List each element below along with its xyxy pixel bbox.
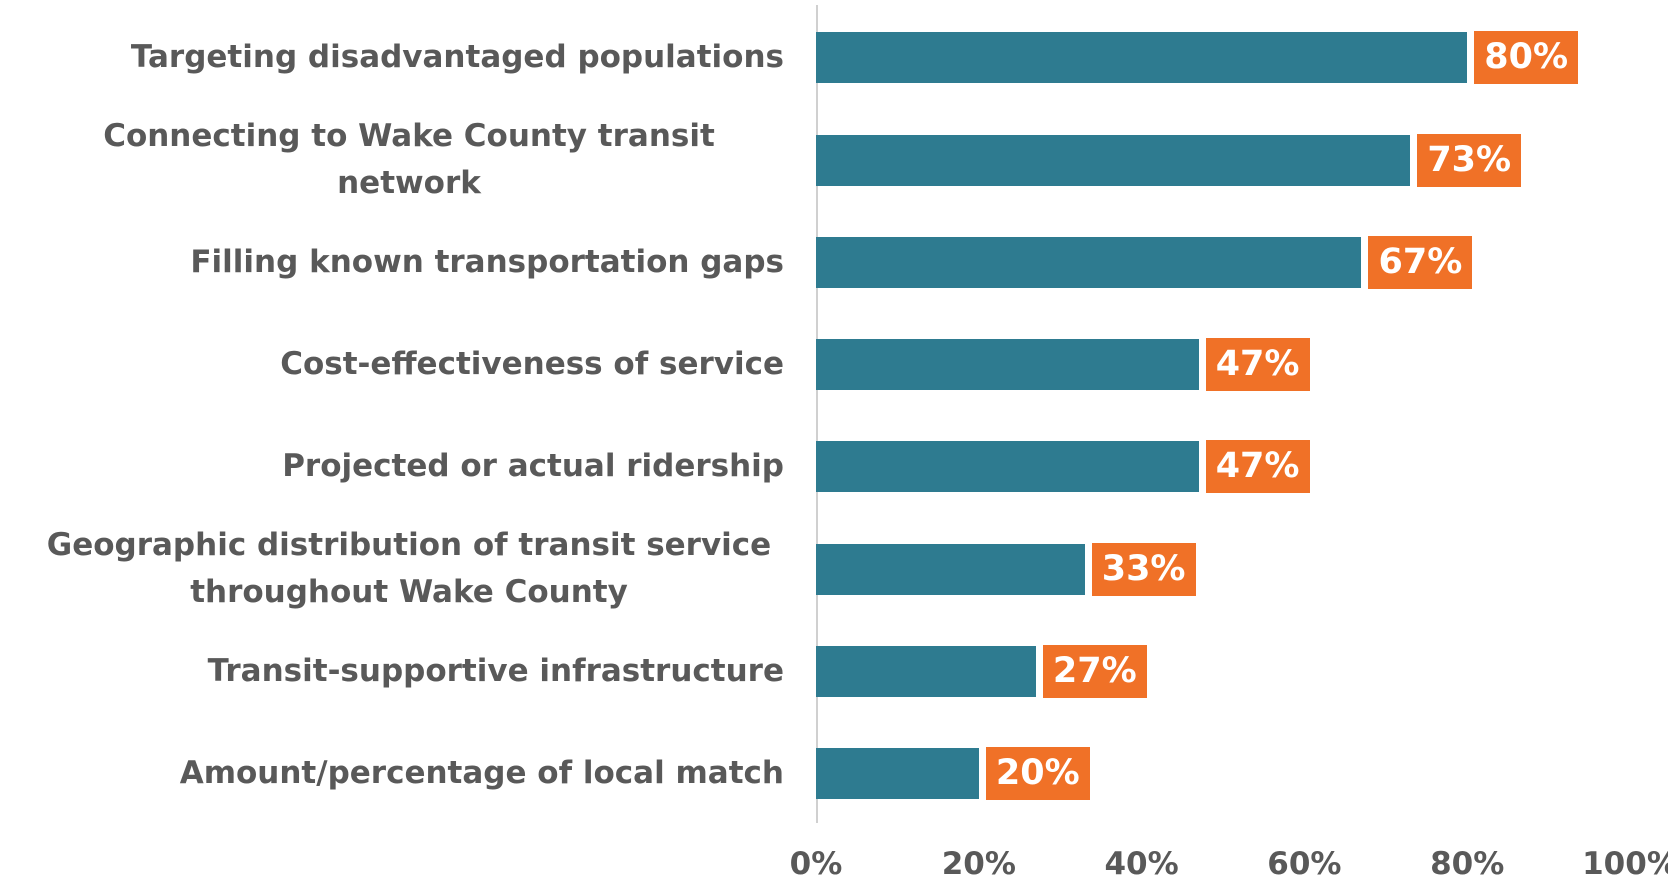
- category-text: Connecting to Wake County transit networ…: [103, 118, 715, 201]
- value-label: 67%: [1368, 235, 1473, 289]
- bar: [816, 134, 1411, 186]
- category-text: Filling known transportation gaps: [190, 243, 784, 280]
- category-label: Projected or actual ridership: [0, 407, 784, 527]
- category-label: Amount/percentage of local match: [0, 714, 784, 834]
- value-label: 80%: [1474, 31, 1579, 85]
- bar: [816, 32, 1468, 84]
- value-label: 33%: [1091, 542, 1196, 596]
- bar: [816, 646, 1036, 697]
- x-tick-label: 100%: [1582, 846, 1668, 882]
- category-label: Targeting disadvantaged populations: [0, 0, 784, 118]
- bar: [816, 543, 1085, 595]
- category-label: Filling known transportation gaps: [0, 202, 784, 322]
- value-label: 27%: [1042, 645, 1147, 698]
- bar: [816, 748, 979, 800]
- bar: [816, 236, 1362, 288]
- value-label: 47%: [1205, 440, 1310, 494]
- category-label: Cost-effectiveness of service: [0, 305, 784, 425]
- category-text: Projected or actual ridership: [282, 448, 784, 485]
- value-label: 73%: [1417, 133, 1522, 187]
- x-tick-label: 60%: [1267, 846, 1342, 882]
- category-text: Transit-supportive infrastructure: [207, 653, 784, 689]
- category-text: Amount/percentage of local match: [179, 755, 784, 792]
- category-label: Geographic distribution of transit servi…: [0, 509, 784, 629]
- category-text: Geographic distribution of transit servi…: [46, 527, 772, 611]
- bar: [816, 339, 1199, 391]
- value-label: 20%: [985, 747, 1090, 801]
- x-tick-label: 0%: [789, 846, 843, 882]
- value-label: 47%: [1205, 338, 1310, 392]
- category-text: Cost-effectiveness of service: [280, 346, 784, 383]
- x-tick-label: 20%: [941, 846, 1016, 882]
- axis-line: [816, 5, 818, 823]
- category-text: Targeting disadvantaged populations: [130, 39, 784, 76]
- category-label: Connecting to Wake County transit networ…: [0, 100, 784, 220]
- x-tick-label: 40%: [1104, 846, 1179, 882]
- bar: [816, 441, 1199, 493]
- x-tick-label: 80%: [1430, 846, 1505, 882]
- category-label: Transit-supportive infrastructure: [0, 612, 784, 732]
